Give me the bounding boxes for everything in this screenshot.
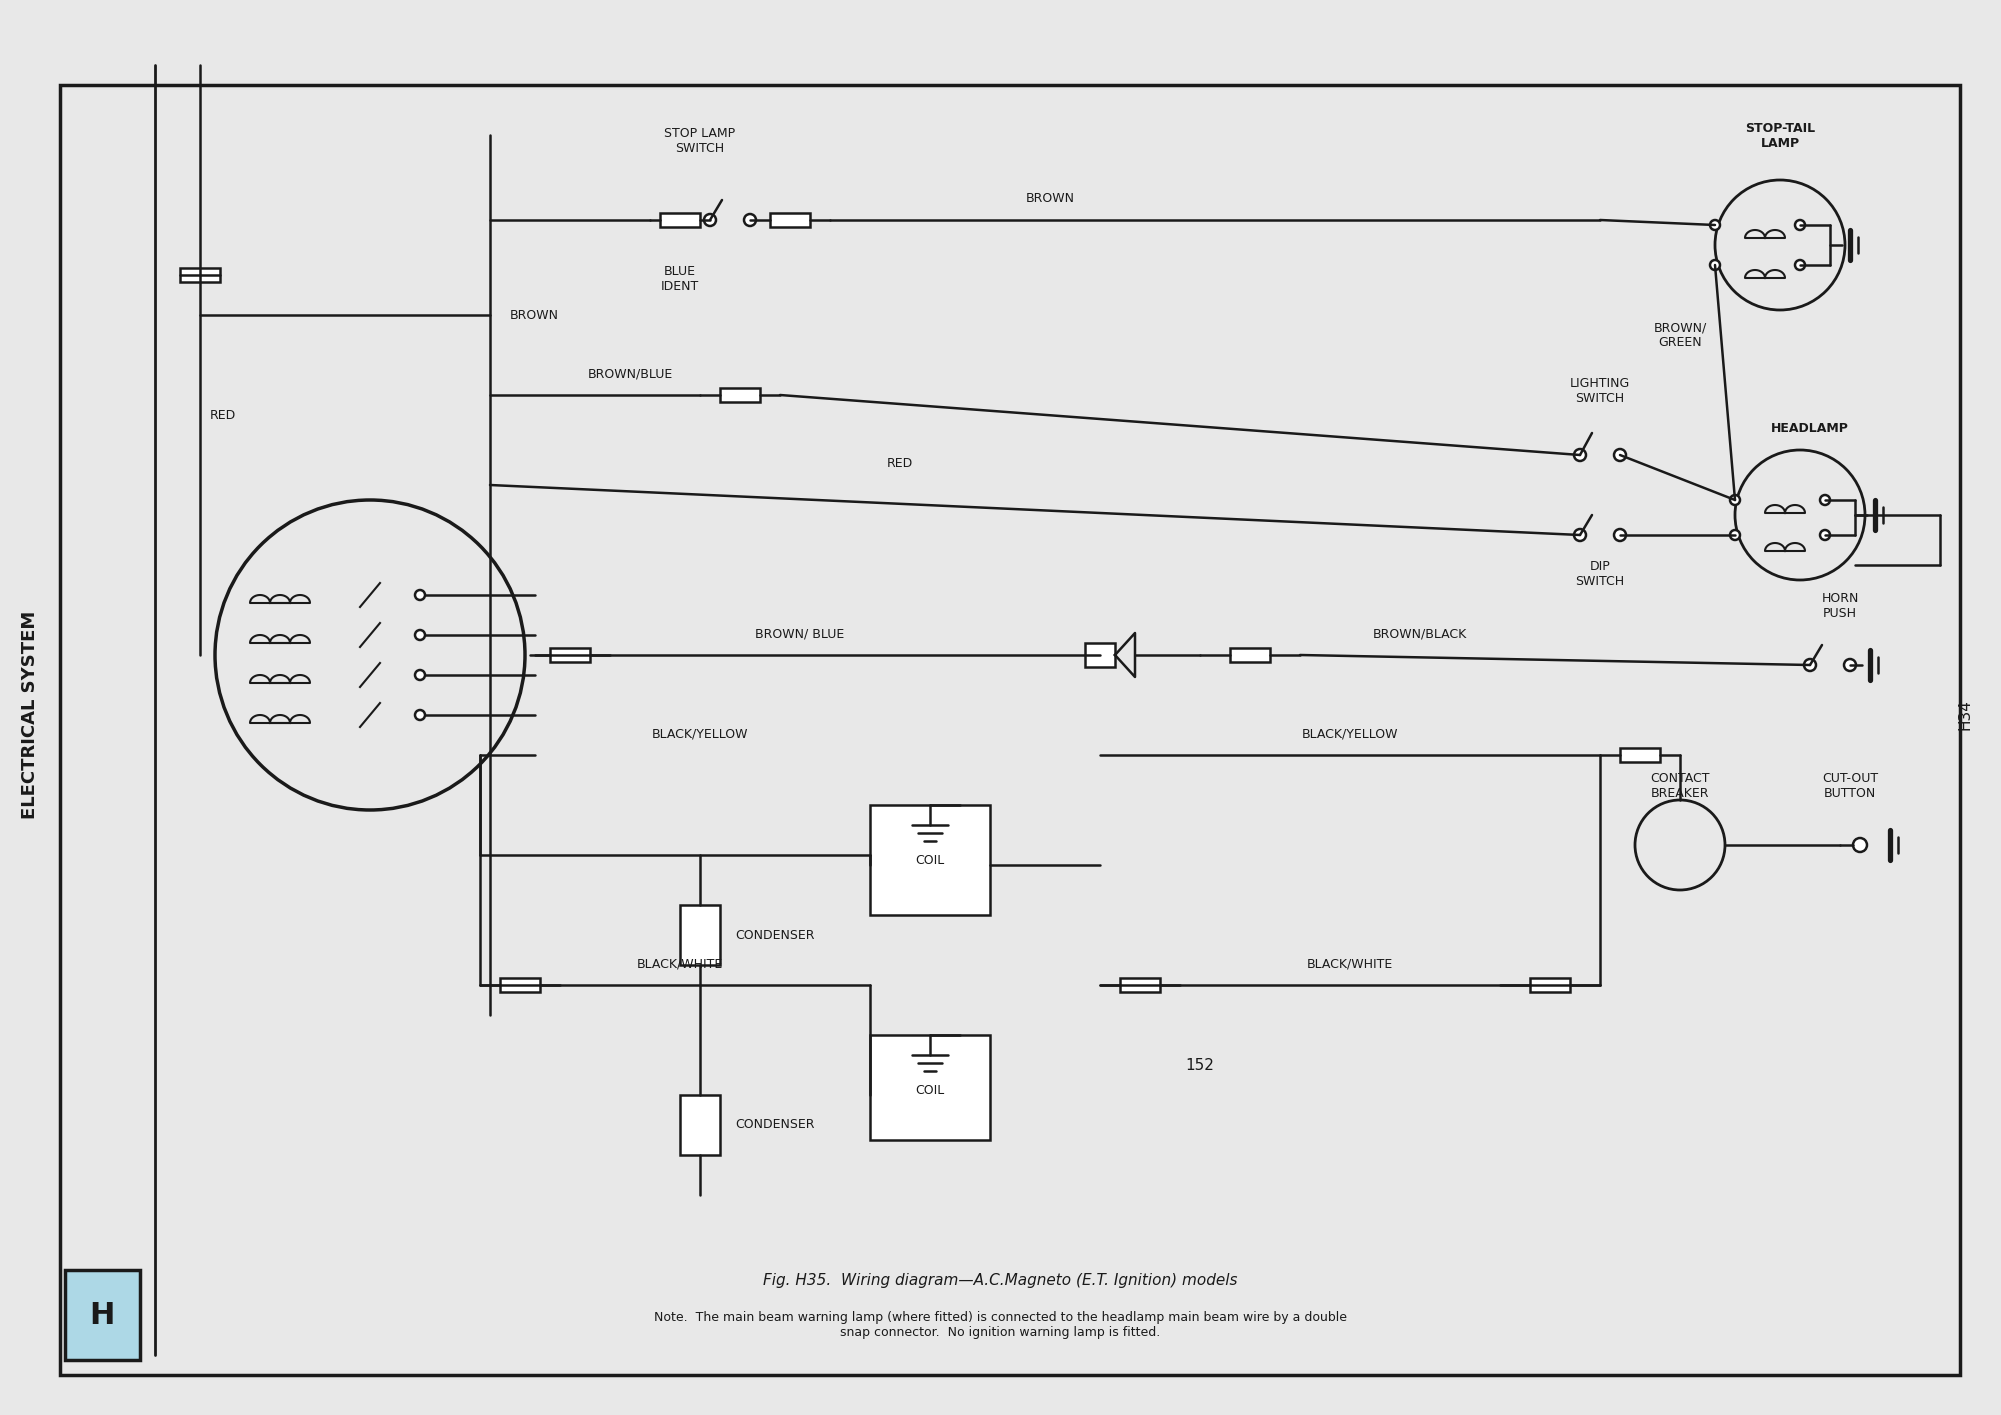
- Bar: [680, 1095, 720, 1155]
- Text: BROWN: BROWN: [510, 308, 558, 321]
- Text: CONDENSER: CONDENSER: [734, 1118, 814, 1132]
- Circle shape: [414, 590, 424, 600]
- Bar: [870, 805, 990, 916]
- Bar: [1531, 978, 1571, 992]
- Bar: [1085, 642, 1115, 666]
- Text: RED: RED: [210, 409, 236, 422]
- Circle shape: [704, 214, 716, 226]
- Text: HEADLAMP: HEADLAMP: [1771, 422, 1849, 434]
- Text: BLACK/YELLOW: BLACK/YELLOW: [1303, 727, 1399, 740]
- Circle shape: [1575, 529, 1587, 541]
- Text: BROWN/BLACK: BROWN/BLACK: [1373, 627, 1467, 640]
- Text: BROWN: BROWN: [1025, 192, 1075, 205]
- Circle shape: [1821, 531, 1831, 541]
- Circle shape: [1575, 449, 1587, 461]
- Circle shape: [1805, 659, 1817, 671]
- Circle shape: [1711, 219, 1721, 231]
- Text: Fig. H35.  Wiring diagram—A.C.Magneto (E.T. Ignition) models: Fig. H35. Wiring diagram—A.C.Magneto (E.…: [762, 1272, 1237, 1288]
- Bar: [680, 906, 720, 965]
- Text: H34: H34: [1957, 699, 1973, 730]
- Bar: [1231, 648, 1271, 662]
- Bar: [1621, 749, 1661, 763]
- Text: BLUE
IDENT: BLUE IDENT: [660, 265, 698, 293]
- Bar: [770, 214, 810, 226]
- Text: LIGHTING
SWITCH: LIGHTING SWITCH: [1571, 376, 1631, 405]
- Circle shape: [1853, 838, 1867, 852]
- Bar: [180, 267, 220, 282]
- Circle shape: [1731, 531, 1741, 541]
- Text: BROWN/BLUE: BROWN/BLUE: [588, 366, 672, 381]
- Circle shape: [1821, 495, 1831, 505]
- Bar: [720, 388, 760, 402]
- Text: BLACK/WHITE: BLACK/WHITE: [1307, 957, 1393, 971]
- Circle shape: [744, 214, 756, 226]
- Text: CONTACT
BREAKER: CONTACT BREAKER: [1651, 773, 1709, 799]
- Text: CUT-OUT
BUTTON: CUT-OUT BUTTON: [1823, 773, 1879, 799]
- Circle shape: [1731, 495, 1741, 505]
- Text: 152: 152: [1185, 1057, 1215, 1073]
- Circle shape: [1795, 219, 1805, 231]
- Bar: [660, 214, 700, 226]
- Bar: [64, 1271, 140, 1360]
- Circle shape: [414, 669, 424, 681]
- Bar: [870, 1034, 990, 1140]
- Text: BROWN/
GREEN: BROWN/ GREEN: [1653, 321, 1707, 350]
- Text: BLACK/YELLOW: BLACK/YELLOW: [652, 727, 748, 740]
- Circle shape: [1615, 449, 1627, 461]
- Text: DIP
SWITCH: DIP SWITCH: [1575, 560, 1625, 589]
- Circle shape: [1615, 529, 1627, 541]
- Circle shape: [414, 630, 424, 640]
- Text: HORN
PUSH: HORN PUSH: [1821, 591, 1859, 620]
- Text: COIL: COIL: [914, 1084, 944, 1097]
- Bar: [1121, 978, 1161, 992]
- Bar: [550, 648, 590, 662]
- Bar: [500, 978, 540, 992]
- Text: STOP LAMP
SWITCH: STOP LAMP SWITCH: [664, 127, 736, 156]
- Text: BROWN/ BLUE: BROWN/ BLUE: [754, 627, 844, 640]
- Circle shape: [414, 710, 424, 720]
- Text: RED: RED: [886, 457, 912, 470]
- Text: Note.  The main beam warning lamp (where fitted) is connected to the headlamp ma: Note. The main beam warning lamp (where …: [654, 1312, 1347, 1339]
- Circle shape: [1845, 659, 1857, 671]
- Circle shape: [1711, 260, 1721, 270]
- Text: H: H: [90, 1300, 114, 1330]
- Text: BLACK/WHITE: BLACK/WHITE: [636, 957, 722, 971]
- Text: COIL: COIL: [914, 853, 944, 866]
- Text: STOP-TAIL
LAMP: STOP-TAIL LAMP: [1745, 122, 1815, 150]
- Text: ELECTRICAL SYSTEM: ELECTRICAL SYSTEM: [20, 611, 38, 819]
- Circle shape: [1795, 260, 1805, 270]
- Text: CONDENSER: CONDENSER: [734, 928, 814, 941]
